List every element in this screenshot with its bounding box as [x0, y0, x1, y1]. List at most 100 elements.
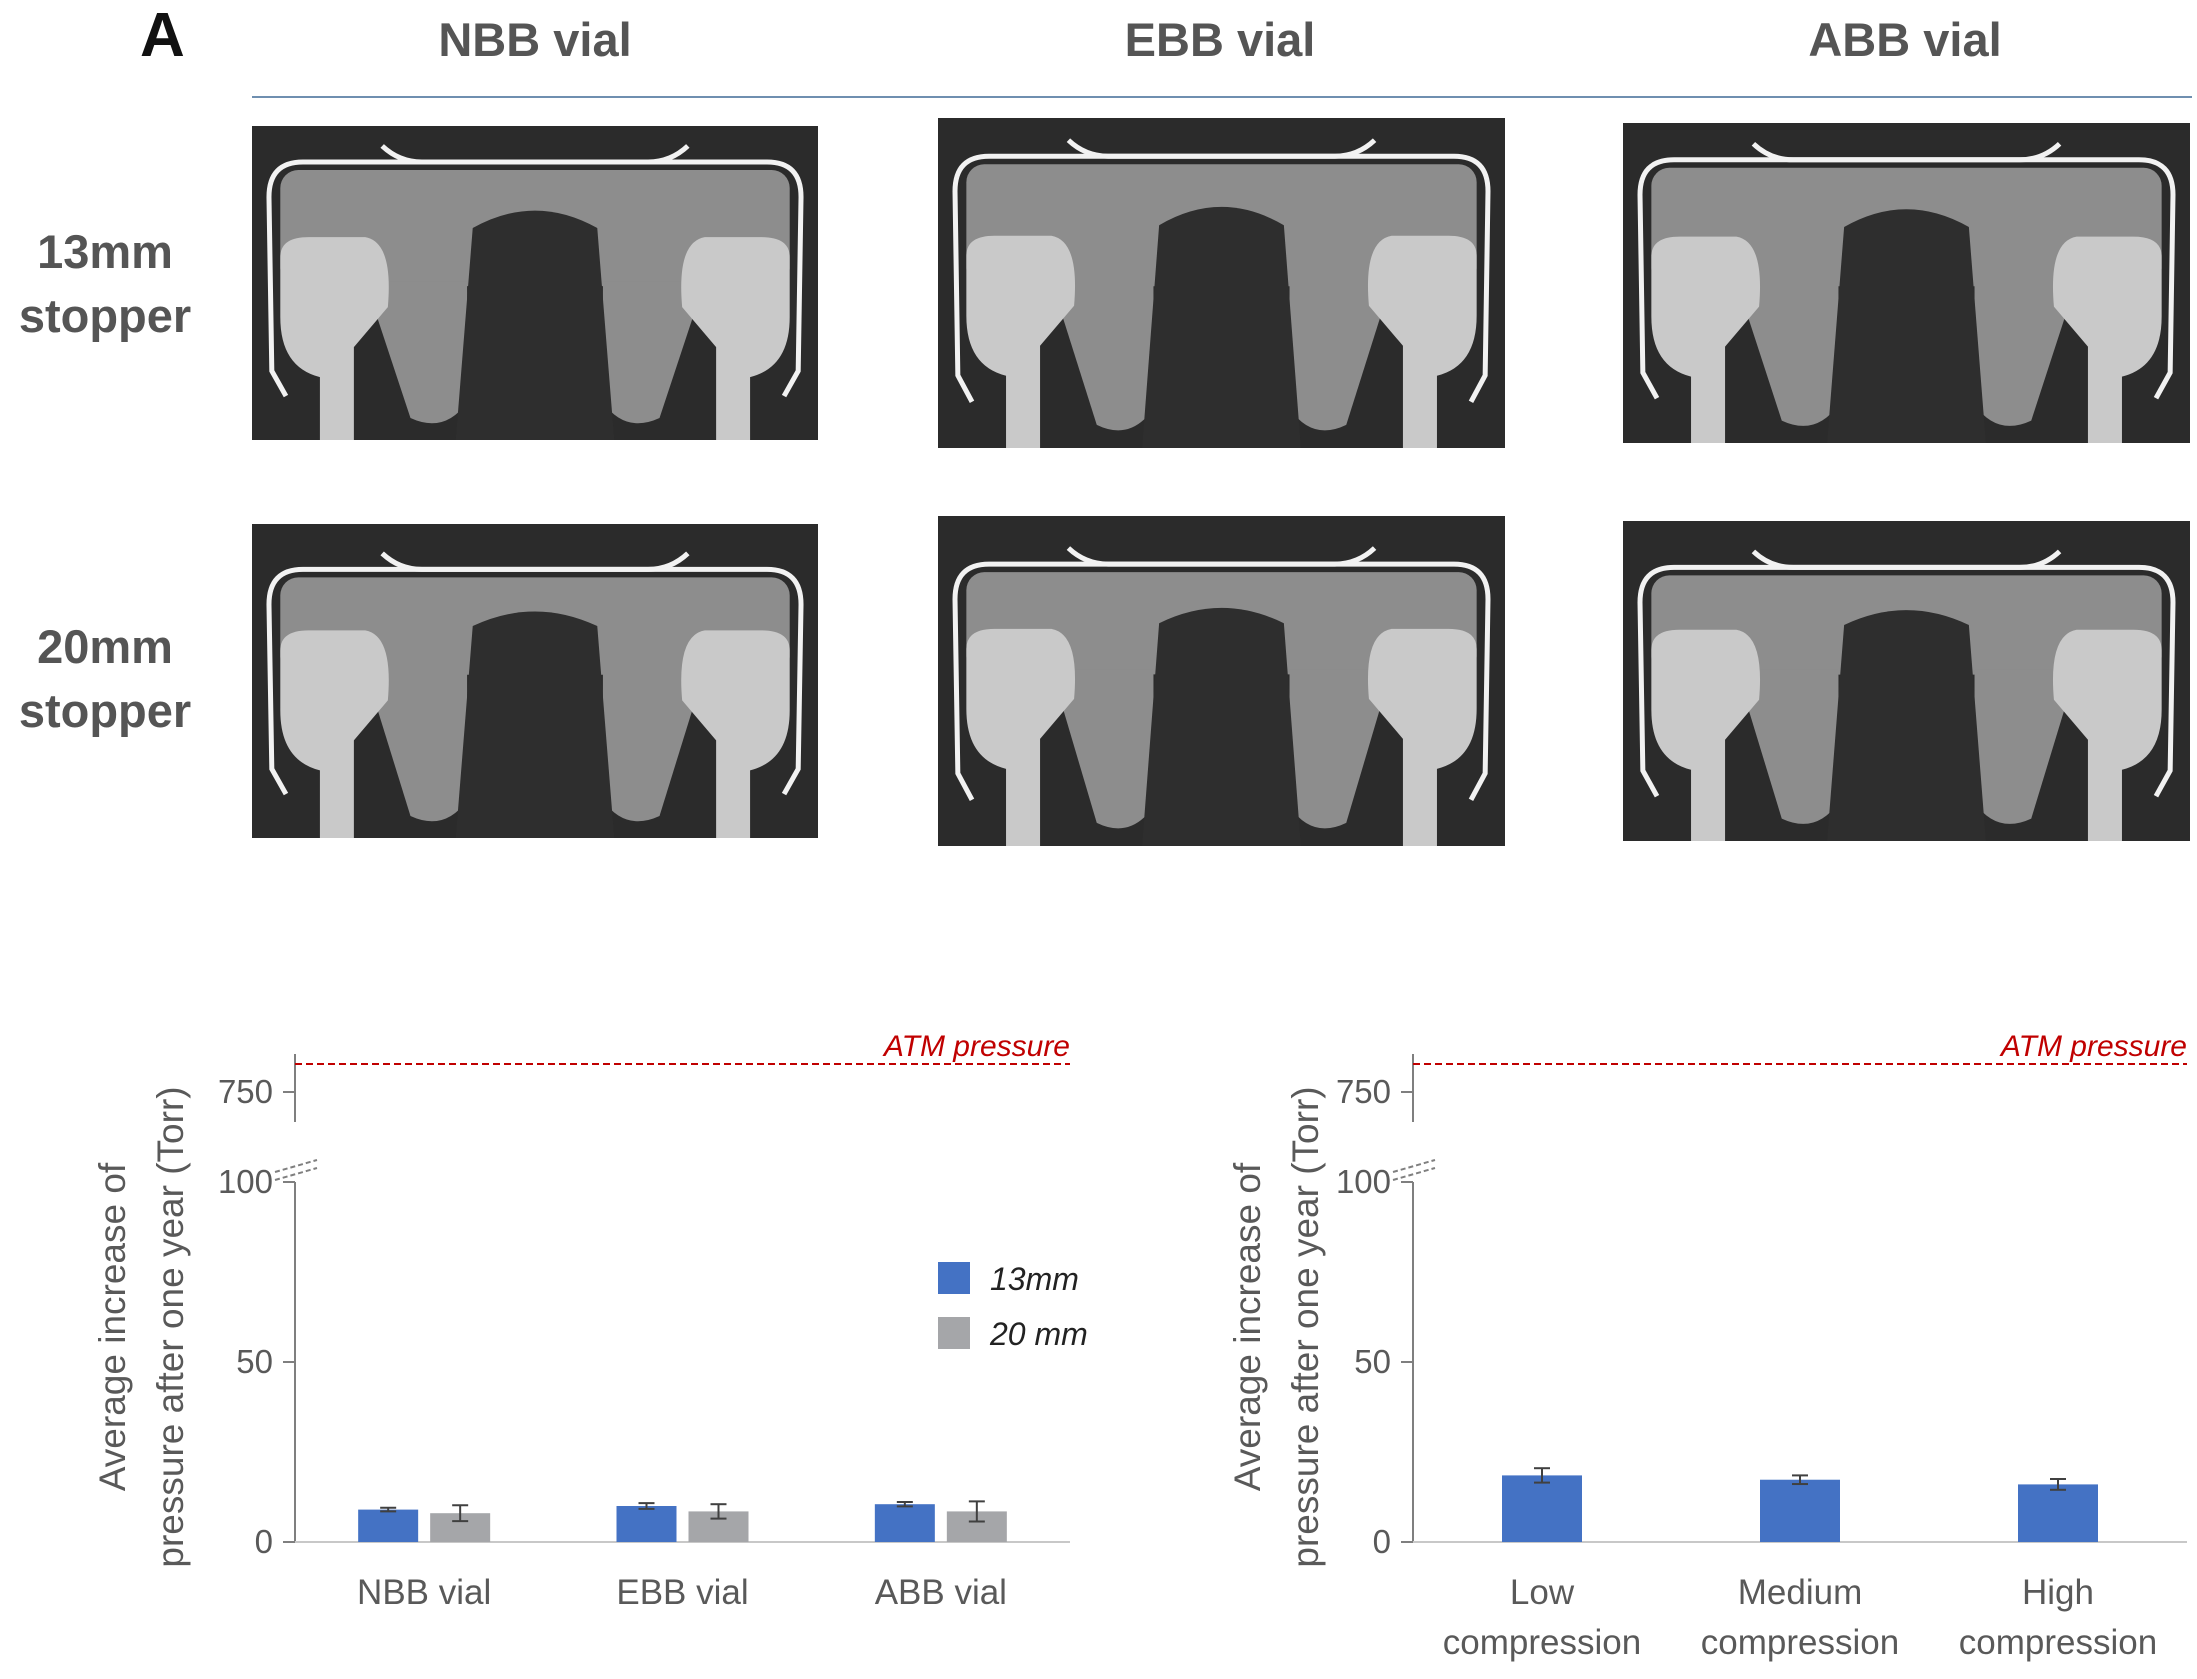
chart-panel-c: 0 50 100 750 ATM pressure Average increase of…	[1160, 980, 2197, 1674]
stopper-cavity	[1142, 206, 1301, 448]
ct-image-abb-20mm	[1623, 521, 2190, 841]
x-tick-label: Low	[1510, 1573, 1575, 1612]
axis-break-mark	[274, 1159, 318, 1173]
ct-scan-svg	[252, 126, 818, 440]
y-axis-label-line: Average increase of	[1227, 1162, 1268, 1491]
y-tick-label: 0	[1373, 1523, 1391, 1560]
stopper-leg-right	[1289, 669, 1392, 829]
vial-neck-left	[1651, 236, 1761, 443]
y-axis-label-line: Average increase of	[92, 1162, 133, 1491]
stopper-leg-left	[1051, 669, 1154, 829]
x-tick-label: EBB vial	[616, 1573, 748, 1612]
ct-image-ebb-20mm	[938, 516, 1505, 846]
vial-neck-right	[2052, 236, 2162, 443]
chart-c-svg: 0 50 100 750 ATM pressure Average increase of…	[1227, 1030, 2187, 1662]
y-tick-label: 100	[218, 1163, 273, 1200]
stopper-leg-right	[1289, 281, 1392, 431]
flip-off-cap	[380, 551, 690, 572]
y-axis-label: Average increase of pressure after one ye…	[92, 1086, 191, 1567]
x-tick-label: High	[2022, 1573, 2094, 1612]
vial-neck-left	[280, 237, 389, 440]
stopper-leg-left	[365, 669, 468, 822]
header-divider	[252, 96, 2192, 98]
bar-13mm-1	[616, 1506, 677, 1542]
row-header-20mm-line1: 20mm	[37, 620, 173, 673]
atm-pressure-label: ATM pressure	[1999, 1030, 2187, 1063]
y-axis-label-line: pressure after one year (Torr)	[1285, 1086, 1326, 1567]
y-tick-label: 50	[236, 1343, 273, 1380]
x-tick-label: ABB vial	[875, 1573, 1007, 1612]
row-header-13mm-line1: 13mm	[37, 225, 173, 278]
stopper-cavity	[1142, 607, 1301, 846]
flip-off-cap	[380, 144, 690, 165]
axis-break-mark	[274, 1167, 318, 1181]
vial-neck-left	[1651, 629, 1761, 841]
chart-panel-b: 0 50 100 750 ATM pressure Average increase of…	[40, 980, 1100, 1674]
stopper-leg-left	[1736, 669, 1839, 824]
x-tick-label: Medium	[1738, 1573, 1862, 1612]
stopper-cavity	[1827, 209, 1986, 443]
vial-neck-left	[966, 235, 1076, 448]
ct-image-ebb-13mm	[938, 118, 1505, 448]
vial-neck-right	[1367, 235, 1477, 448]
bar-13mm-1	[1760, 1479, 1840, 1542]
legend-label: 20 mm	[989, 1316, 1088, 1352]
stopper-leg-right	[602, 281, 705, 424]
vial-neck-right	[1367, 628, 1477, 846]
y-tick-label: 50	[1354, 1343, 1391, 1380]
vial-neck-right	[2052, 629, 2162, 841]
stopper-cavity	[455, 611, 615, 838]
ct-scan-svg	[938, 118, 1505, 448]
legend-label: 13mm	[990, 1261, 1079, 1297]
y-axis-label-line: pressure after one year (Torr)	[150, 1086, 191, 1567]
bar-13mm-2	[874, 1504, 935, 1542]
flip-off-cap	[1751, 549, 2062, 570]
y-tick-label: 100	[1336, 1163, 1391, 1200]
ct-scan-svg	[1623, 521, 2190, 841]
flip-off-cap	[1751, 141, 2062, 163]
stopper-cavity	[1827, 610, 1986, 841]
x-tick-label: compression	[1701, 1623, 1899, 1662]
stopper-leg-left	[1051, 281, 1154, 431]
column-header-nbb: NBB vial	[438, 13, 632, 66]
x-tick-label: compression	[1443, 1623, 1641, 1662]
y-tick-label: 750	[218, 1073, 273, 1110]
bar-13mm-0	[1502, 1475, 1582, 1542]
atm-pressure-label: ATM pressure	[882, 1030, 1070, 1063]
ct-image-abb-13mm	[1623, 123, 2190, 443]
stopper-cavity	[455, 210, 615, 440]
row-header-13mm-line2: stopper	[18, 289, 192, 342]
y-axis-label: Average increase of pressure after one ye…	[1227, 1086, 1326, 1567]
legend-swatch	[938, 1317, 970, 1349]
stopper-leg-right	[602, 669, 705, 822]
stopper-leg-left	[365, 281, 468, 424]
ct-scan-svg	[252, 524, 818, 838]
column-header-ebb: EBB vial	[1124, 13, 1316, 66]
chart-b-svg: 0 50 100 750 ATM pressure Average increase of…	[92, 1030, 1088, 1612]
row-header-20mm: 20mm stopper	[0, 615, 210, 743]
ct-image-nbb-13mm	[252, 126, 818, 440]
legend-swatch	[938, 1262, 970, 1294]
axis-break-mark	[1392, 1159, 1436, 1173]
x-tick-label: compression	[1959, 1623, 2157, 1662]
y-tick-label: 750	[1336, 1073, 1391, 1110]
stopper-leg-right	[1974, 669, 2077, 824]
bar-13mm-0	[358, 1509, 419, 1542]
ct-scan-svg	[938, 516, 1505, 846]
y-tick-label: 0	[255, 1523, 273, 1560]
column-header-abb: ABB vial	[1808, 13, 2002, 66]
vial-neck-left	[966, 628, 1076, 846]
flip-off-cap	[1066, 546, 1377, 567]
vial-neck-left	[280, 630, 389, 838]
vial-neck-right	[681, 237, 790, 440]
flip-off-cap	[1066, 138, 1377, 159]
axis-break-mark	[1392, 1167, 1436, 1181]
ct-scan-svg	[1623, 123, 2190, 443]
stopper-leg-left	[1736, 281, 1839, 426]
row-header-20mm-line2: stopper	[18, 684, 192, 737]
vial-neck-right	[681, 630, 790, 838]
panel-a-letter: A	[140, 1, 185, 70]
row-header-13mm: 13mm stopper	[0, 220, 210, 348]
ct-image-nbb-20mm	[252, 524, 818, 838]
x-tick-label: NBB vial	[357, 1573, 491, 1612]
